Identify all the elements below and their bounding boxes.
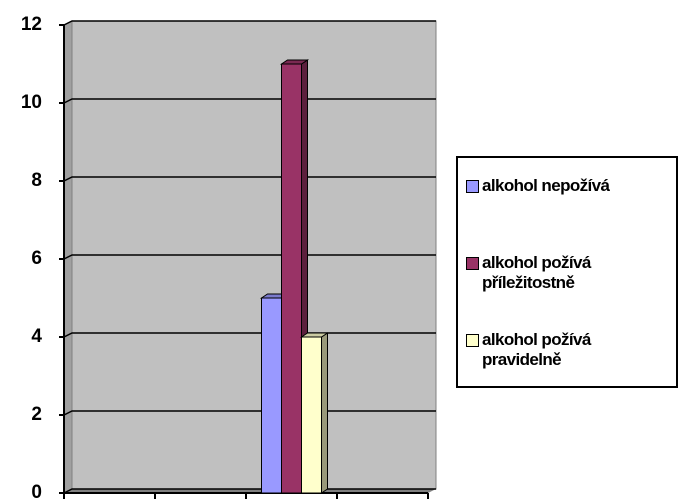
legend-swatch: [466, 334, 479, 347]
grid-line: [63, 20, 436, 26]
legend-label: alkohol požívá pravidelně: [482, 330, 591, 369]
y-tick-label: 0: [31, 482, 42, 501]
legend-item: alkohol požívá příležitostně: [466, 253, 632, 293]
bar: [261, 297, 282, 494]
legend-label: alkohol nepožívá: [482, 176, 610, 195]
bar: [301, 336, 322, 494]
grid-line: [63, 176, 436, 182]
y-tick-label: 4: [31, 326, 42, 347]
legend-item: alkohol požívá pravidelně: [466, 330, 632, 370]
bar: [281, 63, 302, 494]
y-tick-label: 6: [31, 248, 42, 269]
bar-side: [321, 332, 328, 494]
legend-swatch: [466, 257, 479, 270]
grid-line: [63, 254, 436, 260]
y-tick-label: 2: [31, 404, 42, 425]
legend-label: alkohol požívá příležitostně: [482, 253, 591, 292]
legend-item: alkohol nepožívá: [466, 176, 672, 196]
y-tick-label: 12: [21, 14, 42, 35]
legend-swatch: [466, 180, 479, 193]
legend: alkohol nepožívá alkohol požívá příležito…: [456, 156, 678, 388]
y-tick-label: 8: [31, 170, 42, 191]
grid-line: [63, 98, 436, 104]
y-tick-label: 10: [21, 92, 42, 113]
